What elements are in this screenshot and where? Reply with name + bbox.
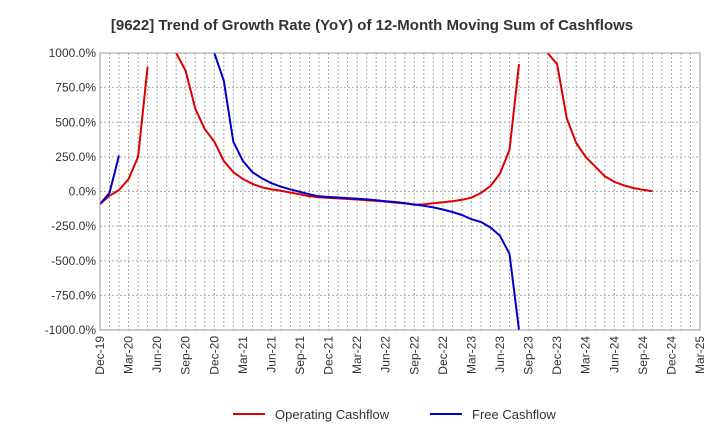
x-axis: Dec-19 Mar-20 Jun-20 Sep-20 Dec-20 Mar-21 Jun-… <box>93 336 707 375</box>
y-tick-label: -250.0% <box>51 219 96 233</box>
x-tick-label: Jun-22 <box>379 336 393 373</box>
x-tick-label: Sep-24 <box>636 336 650 375</box>
x-tick-label: Jun-24 <box>607 336 621 373</box>
series-line-1 <box>100 155 120 205</box>
legend-label-0: Operating Cashflow <box>275 407 390 422</box>
x-tick-label: Jun-21 <box>264 336 278 373</box>
plot-frame <box>99 52 701 331</box>
x-tick-label: Mar-22 <box>350 336 364 374</box>
y-tick-label: -750.0% <box>51 288 96 302</box>
x-tick-label: Mar-23 <box>464 336 478 374</box>
y-tick-label: 0.0% <box>69 185 97 199</box>
x-tick-label: Dec-24 <box>664 336 678 375</box>
series-line-0 <box>100 66 149 205</box>
y-tick-label: -500.0% <box>51 254 96 268</box>
series-lines <box>100 53 653 330</box>
x-tick-label: Sep-20 <box>179 336 193 375</box>
y-tick-label: 250.0% <box>55 150 96 164</box>
x-tick-label: Dec-19 <box>93 336 107 375</box>
y-tick-label: 500.0% <box>55 115 96 129</box>
x-tick-label: Dec-23 <box>550 336 564 375</box>
x-tick-label: Dec-21 <box>322 336 336 375</box>
x-tick-label: Sep-21 <box>293 336 307 375</box>
chart-title: [9622] Trend of Growth Rate (YoY) of 12-… <box>111 17 633 34</box>
x-tick-label: Mar-24 <box>579 336 593 374</box>
x-tick-label: Mar-20 <box>122 336 136 374</box>
y-tick-label: 1000.0% <box>49 46 97 60</box>
x-tick-label: Mar-25 <box>693 336 707 374</box>
grid <box>100 52 700 331</box>
series-line-1 <box>213 53 520 330</box>
y-tick-label: 750.0% <box>55 81 96 95</box>
x-tick-label: Sep-23 <box>522 336 536 375</box>
y-axis: 1000.0% 750.0% 500.0% 250.0% 0.0% -250.0% -500… <box>45 46 97 337</box>
y-tick-label: -1000.0% <box>45 323 97 337</box>
x-tick-label: Dec-20 <box>207 336 221 375</box>
x-tick-label: Sep-22 <box>407 336 421 375</box>
legend-label-1: Free Cashflow <box>472 407 556 422</box>
x-tick-label: Jun-23 <box>493 336 507 373</box>
x-tick-label: Jun-20 <box>150 336 164 373</box>
legend: Operating Cashflow Free Cashflow <box>233 407 556 422</box>
x-tick-label: Dec-22 <box>436 336 450 375</box>
x-tick-label: Mar-21 <box>236 336 250 374</box>
series-line-0 <box>546 53 653 193</box>
